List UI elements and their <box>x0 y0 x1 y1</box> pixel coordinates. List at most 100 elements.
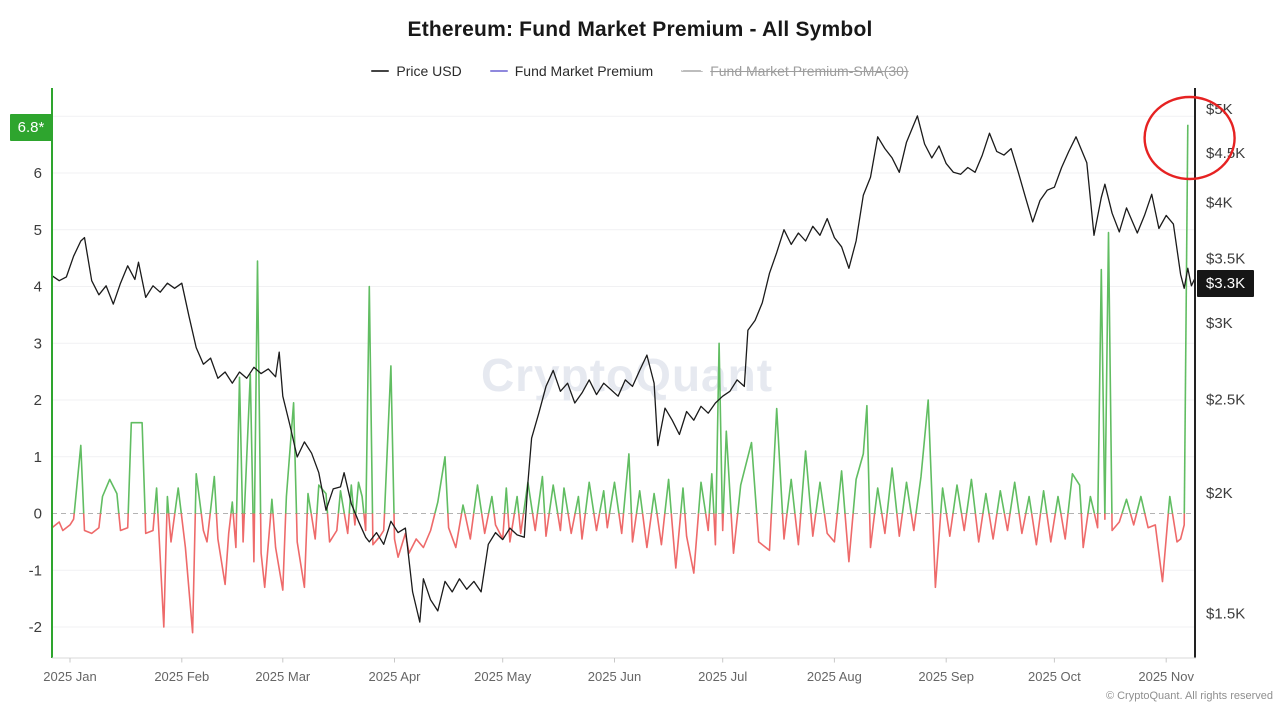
premium-line-positive <box>736 441 758 514</box>
premium-line-negative <box>232 513 238 549</box>
premium-line-negative <box>605 513 611 529</box>
premium-line-negative <box>371 513 386 546</box>
copyright-note: © CryptoQuant. All rights reserved <box>1105 690 1273 702</box>
premium-line-positive <box>886 467 898 514</box>
premium-line-negative <box>931 513 942 589</box>
premium-line-negative <box>810 513 817 538</box>
left-axis-tick-label: 2 <box>34 392 42 409</box>
premium-line-negative <box>881 513 888 535</box>
premium-line-negative <box>1144 513 1170 583</box>
premium-line-negative <box>1060 513 1069 540</box>
premium-line-negative <box>326 513 340 543</box>
x-axis-tick-label: 2025 Apr <box>368 669 421 684</box>
premium-line-positive <box>306 492 312 514</box>
premium-line-positive <box>561 487 569 514</box>
premium-line-positive <box>1121 498 1132 514</box>
premium-line-negative <box>1129 513 1138 526</box>
premium-line-negative <box>713 513 717 546</box>
premium-line-negative <box>1018 513 1027 535</box>
premium-line-positive <box>1087 495 1096 514</box>
premium-line-positive <box>209 475 218 514</box>
premium-line-positive <box>270 498 274 514</box>
premium-line-swatch-icon <box>489 70 508 72</box>
premium-line-negative <box>144 513 156 535</box>
premium-line-negative <box>844 513 854 563</box>
premium-line-negative <box>393 513 436 559</box>
premium-line-negative <box>730 513 739 555</box>
premium-line-positive <box>635 489 644 514</box>
premium-line-positive <box>253 260 262 514</box>
premium-line-positive <box>487 495 495 514</box>
premium-line-negative <box>531 513 539 532</box>
premium-line-positive <box>650 492 658 514</box>
premium-line-negative <box>567 513 576 535</box>
premium-line-negative <box>823 513 839 543</box>
premium-line-positive <box>337 489 346 514</box>
highlight-circle-annotation <box>1143 95 1236 181</box>
premium-line-negative <box>215 513 232 586</box>
x-axis-tick-label: 2025 Mar <box>255 669 311 684</box>
premium-line-negative <box>656 513 666 546</box>
premium-line-negative <box>464 513 475 540</box>
legend-item-price-usd[interactable]: Price USD <box>371 63 462 79</box>
premium-line-positive <box>786 478 796 514</box>
chart-title: Ethereum: Fund Market Premium - All Symb… <box>407 18 873 41</box>
left-axis-tick-label: 4 <box>34 279 42 296</box>
premium-line-positive <box>996 489 1006 514</box>
premium-line-positive <box>800 450 812 514</box>
premium-line-positive <box>873 487 883 514</box>
premium-line-positive <box>460 504 466 514</box>
right-axis-last-price-badge: $3.3K <box>1197 269 1254 297</box>
legend-item-premium-sma30[interactable]: Fund Market Premium-SMA(30) <box>681 63 909 79</box>
premium-line-positive <box>815 481 826 514</box>
premium-line-positive <box>1067 472 1083 514</box>
premium-line-positive <box>284 401 298 514</box>
x-axis-tick-label: 2025 Nov <box>1138 669 1194 684</box>
premium-line-negative <box>252 513 256 563</box>
premium-line-negative <box>1003 513 1011 532</box>
premium-line-negative <box>755 513 773 552</box>
legend-item-fund-market-premium[interactable]: Fund Market Premium <box>489 63 653 79</box>
premium-line-negative <box>974 513 984 543</box>
premium-line-positive <box>472 484 483 514</box>
premium-line-positive <box>548 484 559 514</box>
premium-line-negative <box>1046 513 1057 543</box>
premium-line-positive <box>503 487 509 514</box>
premium-line-positive <box>355 481 365 514</box>
premium-line-negative <box>704 513 711 532</box>
premium-line-negative <box>1111 513 1123 532</box>
premium-line-positive <box>952 484 963 514</box>
premium-line-positive <box>1009 481 1020 514</box>
premium-line-positive <box>715 342 724 514</box>
left-axis-tick-label: 6 <box>34 165 42 182</box>
right-axis-tick-label: $1.5K <box>1206 606 1245 623</box>
premium-line-positive <box>73 444 85 514</box>
premium-line-positive <box>513 495 520 514</box>
premium-line-negative <box>988 513 998 540</box>
premium-line-negative <box>579 513 587 540</box>
premium-line-negative <box>363 513 367 532</box>
premium-line-positive <box>915 399 934 514</box>
left-axis-tick-label: 0 <box>34 506 42 523</box>
premium-line-negative <box>896 513 904 538</box>
premium-line-negative <box>295 513 308 589</box>
right-axis-tick-label: $4.5K <box>1206 145 1245 162</box>
premium-line-negative <box>353 513 357 526</box>
premium-line-negative <box>343 513 350 535</box>
right-axis-tick-label: $3K <box>1206 315 1233 332</box>
premium-line-negative <box>543 513 550 538</box>
premium-line-negative <box>1093 513 1099 529</box>
premium-line-negative <box>1080 513 1089 549</box>
premium-line-positive <box>434 455 449 514</box>
premium-line-positive <box>230 501 234 514</box>
premium-line-negative <box>480 513 490 535</box>
premium-line-negative <box>310 513 318 540</box>
premium-line-negative <box>670 513 682 569</box>
left-axis-tick-label: -2 <box>29 619 42 636</box>
left-axis-tick-label: 5 <box>34 222 42 239</box>
premium-line-positive <box>166 495 170 514</box>
premium-line-positive <box>982 492 990 514</box>
premium-line-negative <box>1030 513 1042 546</box>
premium-line-negative <box>493 513 506 540</box>
